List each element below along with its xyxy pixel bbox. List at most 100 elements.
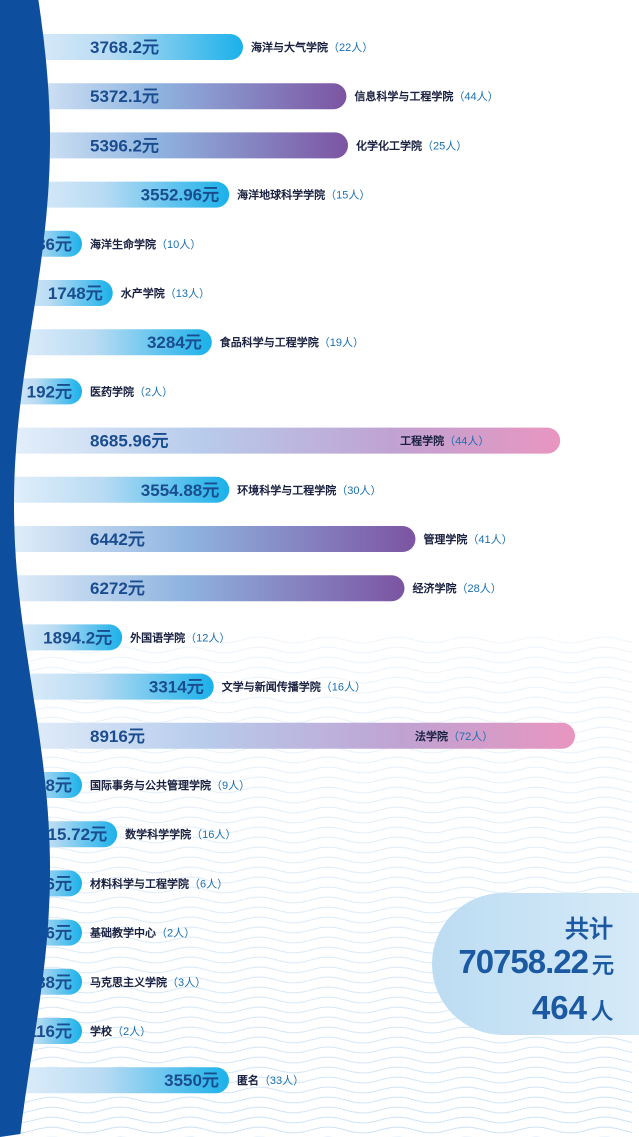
wave-line — [0, 1046, 633, 1054]
wave-line — [0, 1116, 633, 1124]
wave-line — [0, 1106, 633, 1114]
donor-count: （3人） — [167, 976, 206, 989]
bar — [0, 1067, 229, 1094]
donor-count: （15人） — [325, 189, 370, 202]
bar-value-label: 3284元 — [147, 333, 202, 352]
bar — [0, 722, 575, 749]
bar — [0, 575, 405, 602]
category-name: 外国语学院 — [129, 630, 185, 644]
category-name: 数学科学学院 — [125, 827, 191, 841]
donor-count: （13人） — [165, 287, 210, 300]
wave-line — [0, 656, 633, 664]
bar-category-label: 马克思主义学院（3人） — [90, 975, 206, 989]
bar-category-label: 信息科学与工程学院（44人） — [354, 89, 498, 103]
wave-line — [0, 706, 633, 714]
total-amount-unit: 元 — [591, 953, 614, 978]
donor-count: （22人） — [328, 41, 373, 54]
donor-count: （25人） — [422, 139, 467, 152]
category-name: 化学化工学院 — [356, 138, 422, 152]
bar-value-label: 6442元 — [90, 530, 145, 549]
bar-category-label: 水产学院（13人） — [121, 286, 210, 300]
wave-line — [0, 1056, 633, 1064]
donor-count: （28人） — [456, 582, 501, 595]
bar-category-label: 外国语学院（12人） — [129, 630, 230, 644]
category-name: 海洋与大气学院 — [251, 40, 328, 54]
donor-count: （9人） — [211, 779, 250, 792]
category-name: 海洋地球科学学院 — [237, 188, 325, 202]
wave-line — [0, 666, 633, 674]
category-name: 马克思主义学院 — [90, 975, 167, 989]
bar-category-label: 经济学院（28人） — [412, 581, 501, 595]
category-name: 医药学院 — [90, 384, 134, 398]
bar-value-label: 1894.2元 — [43, 628, 112, 647]
wave-line — [0, 866, 633, 874]
donor-count: （33人） — [259, 1074, 304, 1087]
total-label: 共计 — [565, 916, 613, 943]
bar-value-label: 6272元 — [90, 579, 145, 598]
bar-category-label: 国际事务与公共管理学院（9人） — [90, 778, 250, 792]
category-name: 基础教学中心 — [89, 926, 156, 940]
donor-count: （12人） — [185, 631, 230, 644]
bar-category-label: 医药学院（2人） — [90, 384, 173, 398]
category-name: 材料科学与工程学院 — [90, 876, 189, 890]
bar-value-label: 192元 — [27, 382, 72, 401]
donor-count: （16人） — [191, 828, 236, 841]
category-name: 环境科学与工程学院 — [237, 483, 336, 497]
bar-category-label: 海洋生命学院（10人） — [90, 237, 201, 251]
wave-line — [0, 876, 633, 884]
category-name: 文学与新闻传播学院 — [222, 680, 321, 694]
category-name: 匿名 — [237, 1073, 259, 1087]
bar — [0, 476, 230, 503]
bar — [0, 83, 347, 110]
donor-count: （41人） — [467, 533, 512, 546]
bar-value-label: 3550元 — [164, 1071, 219, 1090]
wave-line — [0, 786, 633, 794]
total-amount: 70758.22 元 — [458, 943, 614, 981]
bar-value-label: 8685.96元 — [90, 432, 168, 451]
donor-count: （44人） — [444, 435, 489, 448]
donor-count: （44人） — [453, 90, 498, 103]
bar-value-label: 8916元 — [90, 727, 145, 746]
bar-category-label: 食品科学与工程学院（19人） — [220, 335, 364, 349]
wave-line — [0, 766, 633, 774]
donor-count: （72人） — [448, 730, 493, 743]
donor-count: （10人） — [156, 238, 201, 251]
donor-count: （6人） — [189, 877, 228, 890]
bar-category-label: 基础教学中心（2人） — [89, 926, 195, 940]
donor-count: （30人） — [336, 484, 381, 497]
donor-count: （2人） — [156, 927, 195, 940]
bar — [0, 34, 244, 60]
wave-line — [0, 1036, 633, 1044]
category-name: 国际事务与公共管理学院 — [90, 778, 211, 792]
bar-category-label: 工程学院（44人） — [400, 434, 489, 448]
total-people-value: 464 — [531, 989, 587, 1026]
donor-count: （19人） — [319, 336, 364, 349]
donor-count: （16人） — [321, 681, 366, 694]
bar-category-label: 海洋地球科学学院（15人） — [237, 188, 370, 202]
bar — [0, 427, 561, 454]
category-name: 信息科学与工程学院 — [354, 89, 453, 103]
bar — [0, 181, 230, 208]
wave-line — [0, 846, 633, 854]
bar-value-label: 3314元 — [149, 678, 204, 697]
bar-category-label: 材料科学与工程学院（6人） — [90, 876, 228, 890]
left-wave-band — [0, 0, 50, 1137]
total-summary-card: 共计 70758.22 元 464 人 — [432, 893, 639, 1035]
total-people-unit: 人 — [590, 999, 613, 1024]
category-name: 食品科学与工程学院 — [220, 335, 319, 349]
wave-line — [0, 756, 633, 764]
donor-count: （2人） — [134, 385, 173, 398]
category-name: 管理学院 — [423, 532, 467, 546]
category-name: 经济学院 — [412, 581, 456, 595]
bar-category-label: 管理学院（41人） — [423, 532, 512, 546]
wave-line — [0, 806, 633, 814]
bar — [0, 673, 214, 700]
wave-line — [0, 716, 633, 724]
bar — [0, 329, 212, 356]
bar-value-label: 1748元 — [48, 284, 103, 303]
bar-value-label: 3552.96元 — [141, 186, 219, 205]
category-name: 海洋生命学院 — [90, 237, 156, 251]
category-name: 法学院 — [415, 729, 448, 743]
bar — [0, 132, 349, 159]
